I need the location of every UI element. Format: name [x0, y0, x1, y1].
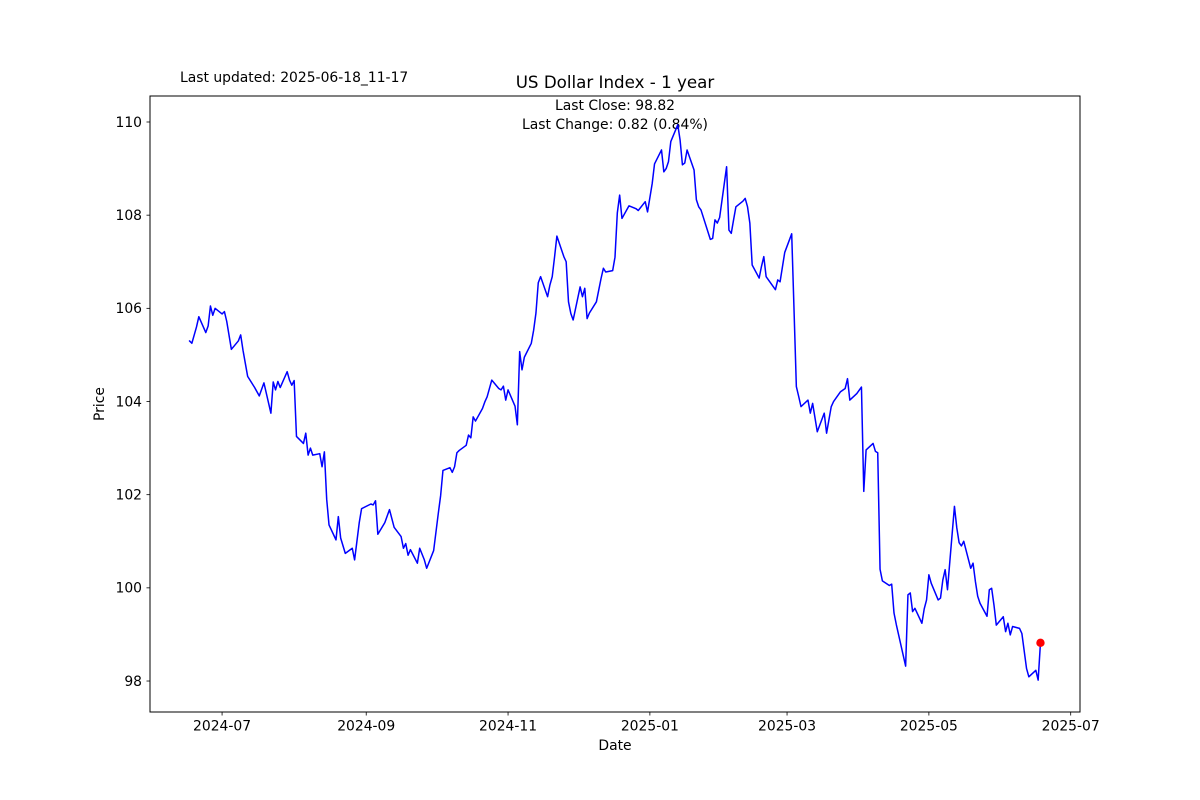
y-tick-label: 108 — [115, 208, 142, 224]
x-axis-label: Date — [598, 738, 632, 754]
y-axis-ticks: 98 100 102 104 106 108 110 — [115, 115, 150, 690]
y-tick-label: 104 — [115, 394, 142, 410]
x-tick-label: 2025-07 — [1042, 719, 1100, 735]
x-tick-label: 2024-09 — [337, 719, 395, 735]
x-tick-label: 2025-01 — [621, 719, 679, 735]
last-updated-text: Last updated: 2025-06-18_11-17 — [180, 70, 409, 86]
x-tick-label: 2024-11 — [479, 719, 537, 735]
annotation-block: Last Close: 98.82 Last Change: 0.82 (0.8… — [150, 97, 1080, 135]
plot-frame — [149, 95, 1081, 713]
y-tick-label: 100 — [115, 581, 142, 597]
x-tick-label: 2025-03 — [758, 719, 816, 735]
x-tick-label: 2024-07 — [193, 719, 251, 735]
y-tick-label: 106 — [115, 301, 142, 317]
x-axis-ticks: 2024-07 2024-09 2024-11 2025-01 2025-03 2025-… — [193, 712, 1100, 735]
last-close-annotation: Last Close: 98.82 — [554, 98, 676, 114]
x-tick-label: 2025-05 — [900, 719, 958, 735]
y-tick-label: 98 — [124, 674, 142, 690]
chart-title: US Dollar Index - 1 year — [515, 72, 715, 92]
y-tick-label: 102 — [115, 487, 142, 503]
y-tick-label: 110 — [115, 115, 142, 131]
last-price-marker — [1036, 638, 1045, 648]
price-line — [188, 124, 1042, 681]
last-change-annotation: Last Change: 0.82 (0.84%) — [522, 117, 708, 133]
